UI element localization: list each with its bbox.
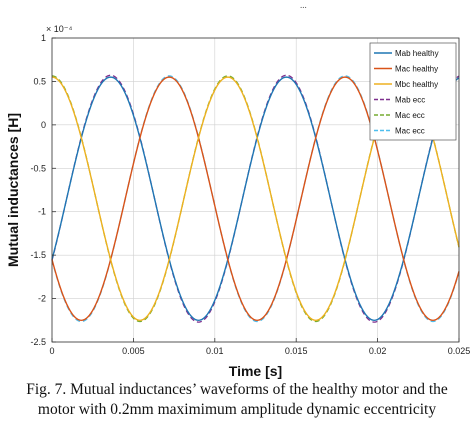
- legend-label: Mac ecc: [395, 127, 425, 136]
- legend-box: [369, 42, 457, 141]
- legend-label: Mac ecc: [395, 111, 425, 120]
- legend-label: Mbc healthy: [395, 80, 438, 89]
- y-exponent-label: × 10⁻⁴: [46, 24, 73, 34]
- y-tick-label: -2: [38, 294, 46, 304]
- x-axis-title: Time [s]: [229, 363, 282, 379]
- figure-caption: Fig. 7. Mutual inductances’ waveforms of…: [0, 380, 474, 420]
- legend-label: Mab ecc: [395, 96, 425, 105]
- x-tick-label: 0.025: [448, 346, 471, 356]
- series-line-2: [51, 76, 460, 321]
- x-tick-label: 0.015: [285, 346, 308, 356]
- legend: Mab healthy Mac healthy Mbc healthy Mab ecc…: [369, 42, 457, 141]
- x-tick-label: 0.005: [122, 346, 145, 356]
- y-axis-title: Mutual inductances [H]: [5, 113, 21, 267]
- y-tick-label: -0.5: [30, 163, 46, 173]
- y-tick-label: 0.5: [33, 76, 46, 86]
- x-tick-label: 0.02: [369, 346, 387, 356]
- x-tick-label: 0.01: [206, 346, 224, 356]
- ticks: 0 0.005 0.01 0.015 0.02 0.025 1 0.5 0 -0.5 -1 -1.5 -…: [30, 33, 470, 356]
- x-tick-label: 0: [49, 346, 54, 356]
- top-fragment: ...: [300, 0, 307, 10]
- caption-line-1: Fig. 7. Mutual inductances’ waveforms of…: [26, 381, 448, 398]
- chart: ... 0 0.005 0.01 0.015 0.02 0.025 1 0.5 0 -0.5 -1 -…: [5, 0, 470, 379]
- plot-border: [51, 37, 460, 343]
- y-tick-label: -1.5: [30, 250, 46, 260]
- caption-line-2: motor with 0.2mm maximimum amplitude dyn…: [37, 401, 437, 418]
- legend-label: Mab healthy: [395, 49, 439, 58]
- y-tick-label: 1: [41, 33, 46, 43]
- y-tick-label: 0: [41, 120, 46, 130]
- y-tick-label: -1: [38, 207, 46, 217]
- legend-label: Mac healthy: [395, 65, 438, 74]
- series-line-1: [51, 76, 460, 321]
- y-tick-label: -2.5: [30, 337, 46, 347]
